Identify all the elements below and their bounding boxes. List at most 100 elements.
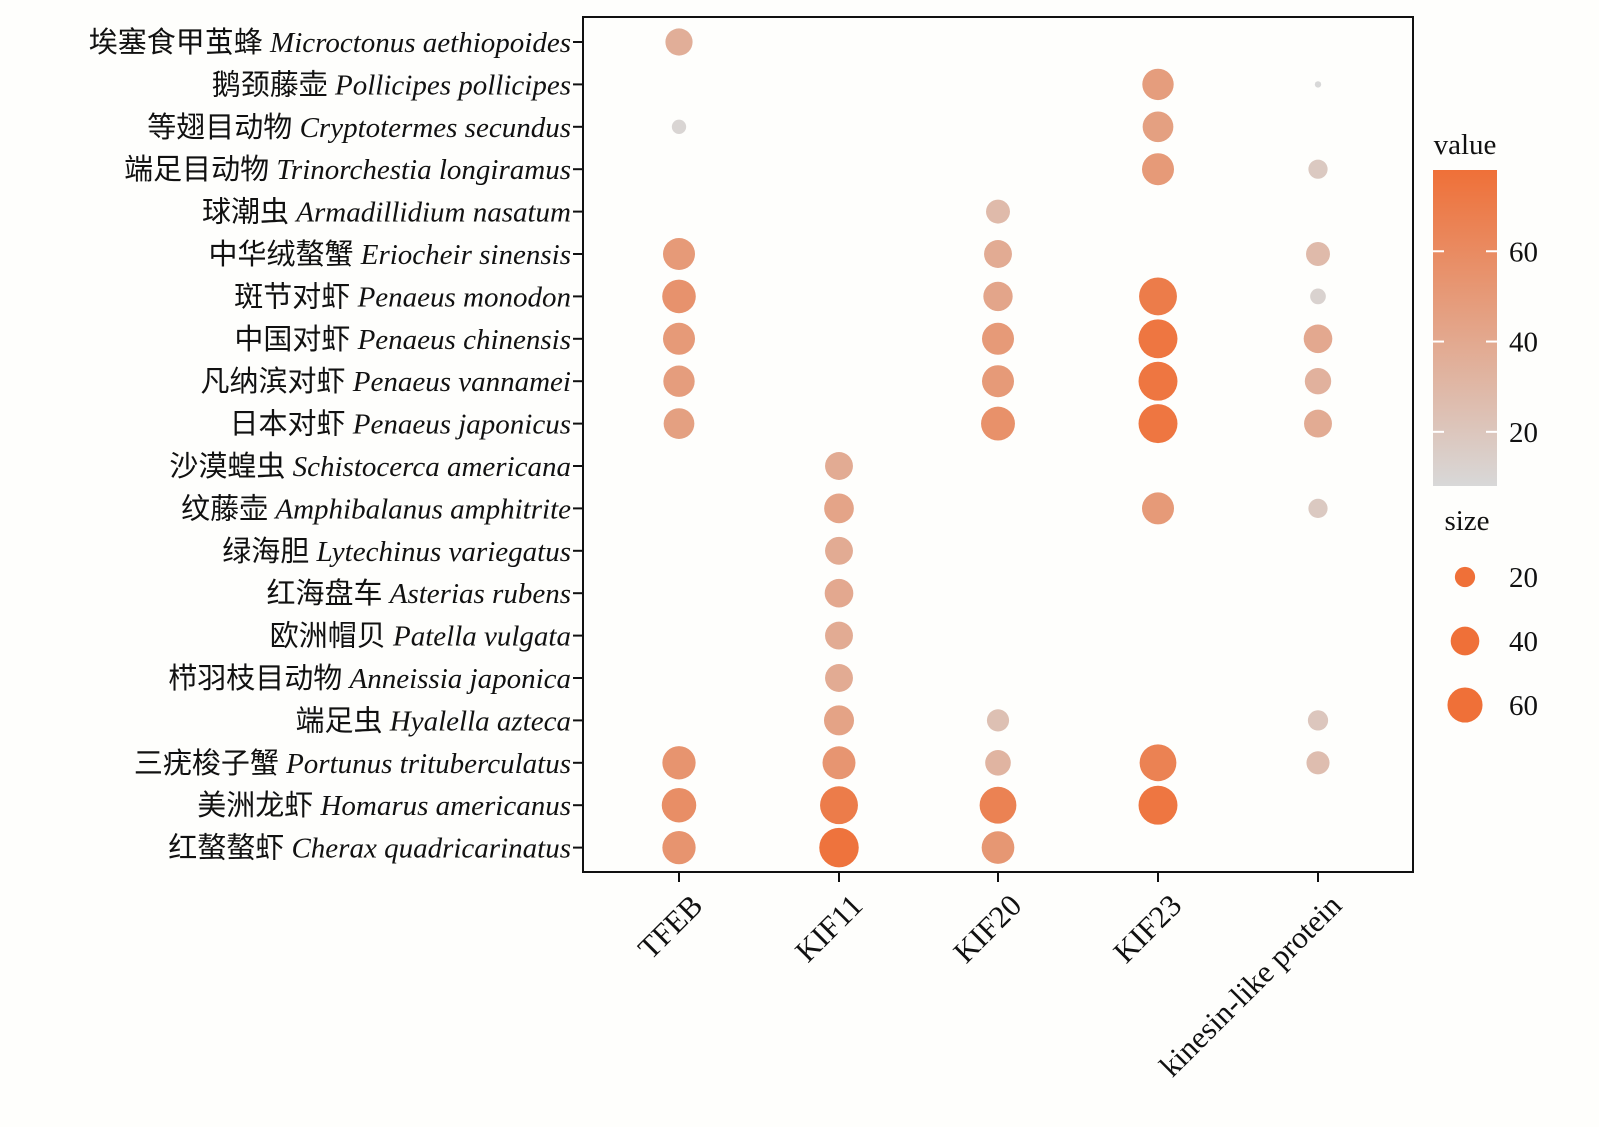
y-tick-label: 红螯螯虾 Cherax quadricarinatus — [168, 832, 571, 865]
data-point — [820, 786, 858, 825]
y-tick-label: 中华绒螯蟹 Eriocheir sinensis — [208, 238, 571, 271]
species-latin-name: Trinorchestia longiramus — [276, 154, 571, 186]
data-point — [984, 240, 1012, 268]
data-point — [1303, 324, 1333, 354]
species-latin-name: Pollicipes pollicipes — [334, 69, 571, 101]
y-tick-label: 端足虫 Hyalella azteca — [296, 704, 571, 737]
data-point — [1304, 368, 1332, 395]
species-chinese-name: 沙漠蝗虫 — [169, 450, 292, 483]
species-latin-name: Microctonus aethiopoides — [269, 27, 571, 59]
y-tick-label: 鹅颈藤壶 Pollicipes pollicipes — [212, 68, 571, 101]
data-point — [1304, 409, 1332, 438]
data-point — [1141, 153, 1175, 186]
species-chinese-name: 斑节对虾 — [234, 280, 357, 313]
data-point — [823, 705, 855, 736]
size-legend-label: 40 — [1509, 626, 1538, 658]
x-tick-label: KIF23 — [1106, 888, 1188, 970]
data-point — [986, 709, 1010, 732]
species-latin-name: Lytechinus variegatus — [316, 536, 571, 568]
species-chinese-name: 埃塞食甲茧蜂 — [89, 26, 270, 59]
species-latin-name: Asterias rubens — [388, 578, 571, 610]
data-point — [1306, 751, 1330, 775]
x-tick-label: KIF20 — [946, 888, 1028, 970]
y-tick-label: 球潮虫 Armadillidium nasatum — [202, 196, 571, 229]
data-point — [985, 749, 1011, 776]
data-point — [981, 406, 1015, 441]
species-latin-name: Cryptotermes secundus — [300, 112, 571, 144]
data-point — [986, 199, 1010, 224]
data-point — [1138, 319, 1178, 359]
species-latin-name: Eriocheir sinensis — [360, 239, 571, 271]
species-latin-name: Armadillidium nasatum — [294, 197, 571, 229]
y-tick-label: 等翅目动物 Cryptotermes secundus — [147, 111, 571, 144]
data-point — [1139, 744, 1177, 782]
data-point — [1138, 785, 1178, 825]
y-tick-label: 端足目动物 Trinorchestia longiramus — [124, 153, 571, 186]
size-legend-label: 20 — [1509, 562, 1538, 594]
data-point — [819, 827, 859, 868]
size-legend-label: 60 — [1509, 690, 1538, 722]
data-point — [1142, 111, 1174, 143]
y-tick-label: 日本对虾 Penaeus japonicus — [229, 408, 571, 441]
y-tick-label: 中国对虾 Penaeus chinensis — [234, 323, 571, 356]
species-latin-name: Schistocerca americana — [293, 451, 571, 483]
data-point — [663, 365, 695, 397]
colorbar-tick-label: 20 — [1509, 417, 1538, 449]
data-point — [1141, 492, 1175, 525]
species-chinese-name: 端足目动物 — [124, 153, 276, 186]
size-legend-circle — [1450, 626, 1480, 656]
species-chinese-name: 凡纳滨对虾 — [200, 365, 352, 398]
data-point — [662, 746, 696, 780]
data-point — [662, 830, 696, 865]
species-chinese-name: 三疣梭子蟹 — [134, 747, 286, 780]
species-chinese-name: 日本对虾 — [229, 408, 352, 441]
data-point — [1310, 288, 1326, 305]
species-chinese-name: 中国对虾 — [234, 323, 357, 356]
species-latin-name: Cherax quadricarinatus — [291, 833, 571, 865]
species-chinese-name: 绿海胆 — [222, 535, 316, 568]
species-chinese-name: 端足虫 — [296, 704, 390, 737]
data-point — [824, 578, 854, 608]
data-point — [822, 746, 856, 780]
species-latin-name: Anneissia japonica — [347, 663, 571, 695]
species-chinese-name: 纹藤壶 — [181, 492, 275, 525]
data-point — [1138, 404, 1178, 444]
data-point — [661, 787, 697, 823]
species-chinese-name: 等翅目动物 — [147, 111, 299, 144]
data-point — [981, 322, 1015, 355]
species-latin-name: Penaeus vannamei — [352, 366, 571, 398]
data-point — [662, 322, 696, 355]
data-point — [1308, 498, 1328, 519]
species-latin-name: Penaeus monodon — [357, 281, 571, 313]
species-chinese-name: 鹅颈藤壶 — [212, 68, 335, 101]
species-latin-name: Penaeus japonicus — [352, 409, 571, 441]
y-tick-label: 纹藤壶 Amphibalanus amphitrite — [181, 492, 571, 525]
data-point — [981, 365, 1015, 398]
species-latin-name: Portunus trituberculatus — [285, 748, 571, 780]
size-legend-circle — [1454, 566, 1476, 588]
y-tick-label: 埃塞食甲茧蜂 Microctonus aethiopoides — [89, 26, 571, 59]
species-latin-name: Homarus americanus — [319, 790, 571, 822]
colorbar-title: value — [1434, 129, 1497, 161]
data-point — [825, 536, 853, 565]
x-tick-label: TFEB — [631, 888, 709, 966]
species-latin-name: Hyalella azteca — [389, 705, 571, 737]
colorbar-tick-label: 40 — [1509, 327, 1538, 359]
data-point — [662, 237, 696, 271]
data-point — [983, 281, 1013, 312]
y-tick-label: 绿海胆 Lytechinus variegatus — [222, 535, 571, 568]
data-point — [1138, 361, 1178, 401]
species-chinese-name: 红海盘车 — [266, 577, 389, 610]
data-point — [1142, 68, 1174, 101]
y-tick-label: 沙漠蝗虫 Schistocerca americana — [169, 450, 571, 483]
species-latin-name: Amphibalanus amphitrite — [273, 493, 571, 525]
data-point — [662, 279, 696, 314]
y-tick-label: 斑节对虾 Penaeus monodon — [234, 280, 571, 313]
species-chinese-name: 欧洲帽贝 — [270, 620, 393, 653]
data-point — [824, 493, 854, 524]
plot-frame — [582, 16, 1414, 873]
species-chinese-name: 栉羽枝目动物 — [168, 662, 349, 695]
species-chinese-name: 中华绒螯蟹 — [208, 238, 360, 271]
